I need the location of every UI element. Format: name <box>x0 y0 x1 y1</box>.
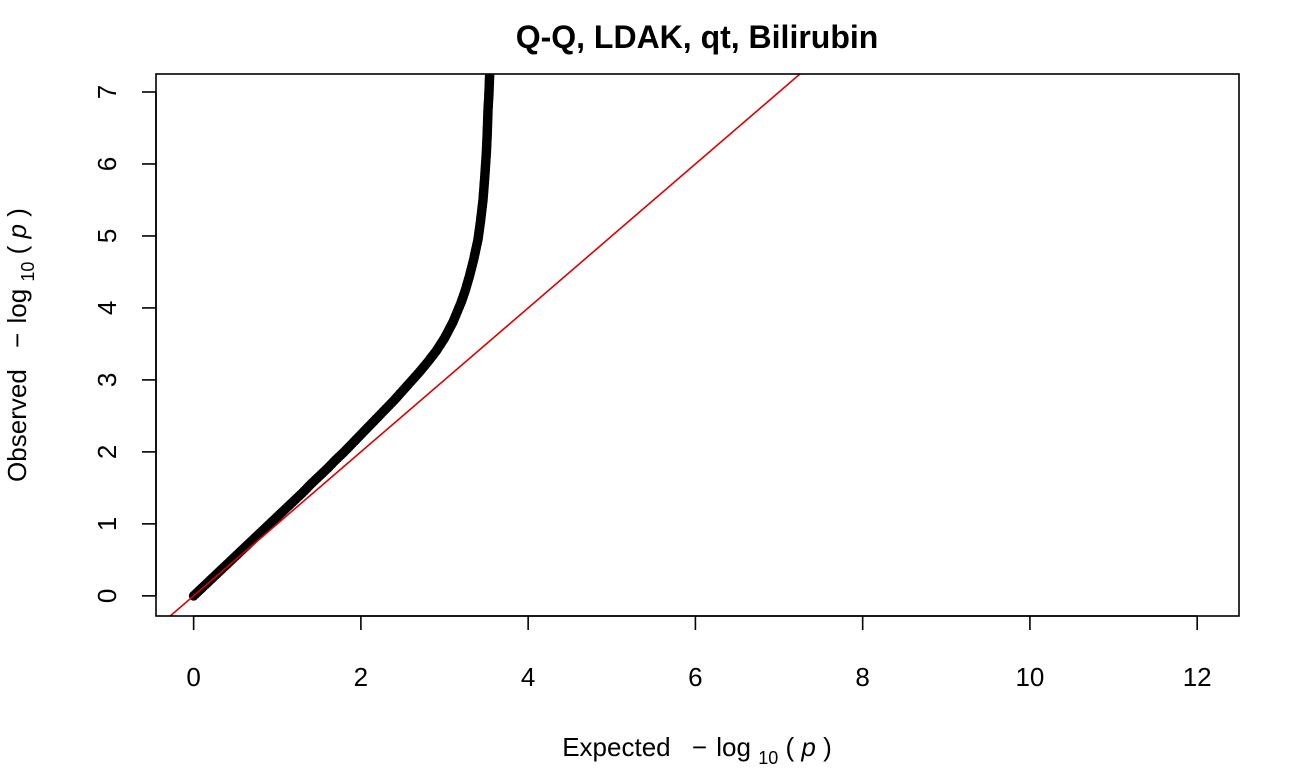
x-tick-label: 2 <box>354 662 368 692</box>
data-points <box>188 74 495 601</box>
x-tick-label: 10 <box>1015 662 1044 692</box>
y-tick-label: 2 <box>92 445 122 459</box>
y-tick-label: 1 <box>92 517 122 531</box>
x-axis-label: Expected − log 10 ( p ) <box>562 732 832 770</box>
y-tick-label: 7 <box>92 85 122 99</box>
y-tick-label: 5 <box>92 229 122 243</box>
plot-area <box>168 74 802 616</box>
y-axis-label: Observed − log 10 ( p ) <box>2 208 40 482</box>
y-tick-label: 3 <box>92 373 122 387</box>
reference-line <box>168 74 802 616</box>
x-tick-label: 4 <box>521 662 535 692</box>
x-tick-label: 0 <box>186 662 200 692</box>
x-tick-label: 8 <box>855 662 869 692</box>
x-axis: 0 2 4 6 8 10 12 <box>186 615 1212 692</box>
y-tick-label: 4 <box>92 301 122 315</box>
x-tick-label: 12 <box>1183 662 1212 692</box>
y-axis: 0 1 2 3 4 5 6 7 <box>92 85 157 603</box>
data-point <box>484 74 495 79</box>
chart-title: Q-Q, LDAK, qt, Bilirubin <box>516 19 879 55</box>
y-tick-label: 6 <box>92 157 122 171</box>
x-tick-label: 6 <box>688 662 702 692</box>
y-tick-label: 0 <box>92 589 122 603</box>
plot-frame <box>155 73 1240 617</box>
